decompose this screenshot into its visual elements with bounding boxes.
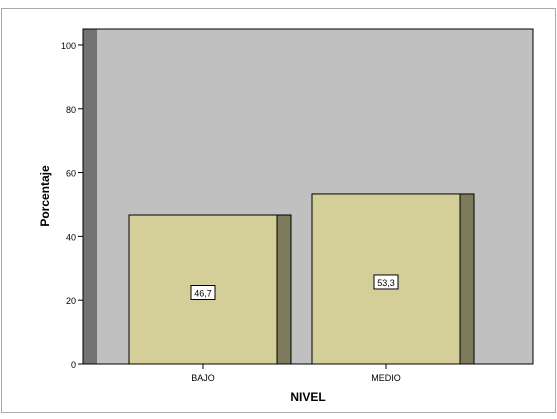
data-label: 46,7 (194, 289, 212, 299)
data-label-box (373, 274, 399, 290)
y-tick-label: 80 (66, 105, 76, 115)
y-tick-label: 100 (61, 41, 76, 51)
y-axis-label: Porcentaje (38, 165, 52, 227)
bars-group: 46,7 53,3 (128, 193, 475, 365)
y-tick-label: 60 (66, 169, 76, 179)
chart-outer-border (1, 8, 556, 413)
data-label: 53,3 (377, 278, 395, 288)
y-tick-label: 0 (71, 360, 76, 370)
bar-side-bajo (276, 214, 292, 365)
y-tick-label: 20 (66, 296, 76, 306)
plot-side-wall (83, 29, 97, 364)
plot-frame (82, 28, 534, 365)
x-tick-label: MEDIO (371, 373, 401, 383)
y-tick-label: 40 (66, 232, 76, 242)
x-axis-label: NIVEL (290, 390, 325, 404)
data-label-box (190, 285, 216, 301)
x-axis: BAJO MEDIO (191, 364, 401, 383)
bar-side-medio (459, 193, 475, 365)
y-axis: 0 20 40 60 80 100 (61, 41, 83, 370)
x-tick-label: BAJO (191, 373, 215, 383)
